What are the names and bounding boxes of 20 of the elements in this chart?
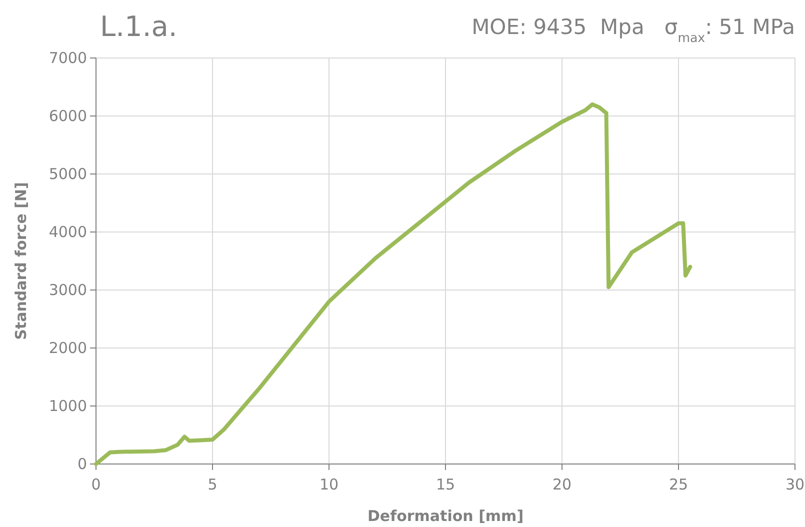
y-tick-label: 0 [77,454,87,473]
chart-subtitle: MOE: 9435 Mpa σ$_{max}$: 51 MPa [472,15,795,44]
line-series [94,102,692,466]
x-tick-label: 25 [668,476,688,494]
y-tick-label: 4000 [48,222,87,241]
chart-title: L.1.a. [100,10,178,43]
y-tick-label: 1000 [48,396,87,415]
y-tick-label: 6000 [48,106,87,125]
x-axis-title: Deformation [mm] [367,507,524,525]
y-tick-label: 2000 [48,338,87,357]
y-tick-label: 3000 [48,280,87,299]
x-tick-label: 0 [91,476,101,494]
x-tick-label: 30 [785,476,805,494]
y-tick-label: 5000 [48,164,87,183]
y-tick-label: 7000 [48,48,87,67]
x-tick-label: 15 [436,476,456,494]
x-tick-label: 5 [208,476,218,494]
x-tick-label: 20 [552,476,572,494]
y-axis-title: Standard force [N] [12,182,30,340]
x-tick-label: 10 [319,476,339,494]
